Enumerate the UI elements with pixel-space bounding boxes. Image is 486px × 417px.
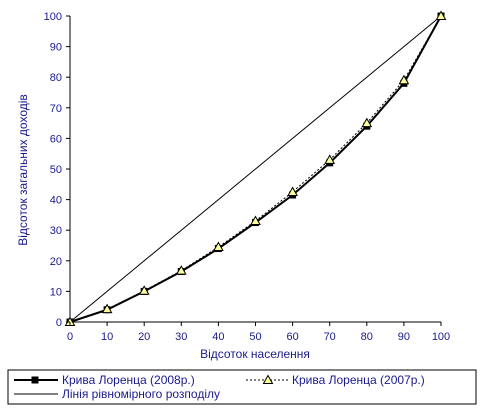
y-tick-label: 10 [50, 286, 62, 298]
data-point [138, 285, 150, 295]
x-tick-label: 10 [101, 331, 113, 343]
legend-marker [31, 376, 39, 384]
x-axis-label: Відсоток населення [200, 347, 310, 361]
series-3 [69, 15, 442, 323]
y-tick-label: 50 [50, 164, 62, 176]
plot-area [64, 10, 447, 326]
data-point [250, 215, 261, 226]
legend-box [7, 369, 477, 405]
x-tick-label: 100 [432, 331, 450, 343]
y-tick-label: 20 [50, 256, 62, 268]
series-line-3 [69, 15, 442, 323]
y-axis-label: Відсоток загальних доходів [16, 94, 30, 246]
y-tick-label: 30 [50, 225, 62, 237]
data-point [361, 117, 373, 128]
data-point [101, 303, 113, 314]
y-axis-ticks: 0 10 20 30 40 50 60 70 80 90 100 [44, 11, 70, 329]
legend-label: Лінія рівномірного розподілу [62, 387, 220, 401]
legend-label: Крива Лоренца (2008р.) [62, 373, 195, 387]
legend: Крива Лоренца (2008р.) Крива Лоренца (200… [7, 369, 477, 405]
x-tick-label: 60 [286, 331, 298, 343]
data-point [435, 10, 447, 20]
data-point [175, 265, 187, 275]
legend-item: Крива Лоренца (2007р.) [246, 373, 425, 387]
x-tick-label: 70 [324, 331, 336, 343]
y-tick-label: 70 [50, 103, 62, 115]
x-tick-label: 80 [361, 331, 373, 343]
y-tick-label: 100 [44, 11, 62, 23]
data-point [398, 74, 410, 85]
legend-item: Крива Лоренца (2008р.) [14, 373, 195, 387]
x-tick-label: 30 [175, 331, 187, 343]
y-tick-label: 0 [56, 317, 62, 329]
data-point [287, 186, 298, 196]
x-tick-label: 90 [398, 331, 410, 343]
legend-label: Крива Лоренца (2007р.) [292, 373, 425, 387]
data-point [324, 154, 336, 164]
x-axis-ticks: 0 10 20 30 40 50 60 70 80 90 100 [67, 322, 450, 343]
x-tick-label: 40 [212, 331, 224, 343]
legend-item: Лінія рівномірного розподілу [14, 387, 220, 401]
y-tick-label: 90 [50, 42, 62, 54]
x-tick-label: 50 [249, 331, 261, 343]
data-point [213, 241, 224, 252]
y-tick-label: 40 [50, 195, 62, 207]
y-tick-label: 60 [50, 133, 62, 145]
y-tick-label: 80 [50, 72, 62, 84]
legend-marker [262, 374, 274, 384]
x-tick-label: 20 [138, 331, 150, 343]
x-tick-label: 0 [67, 331, 73, 343]
